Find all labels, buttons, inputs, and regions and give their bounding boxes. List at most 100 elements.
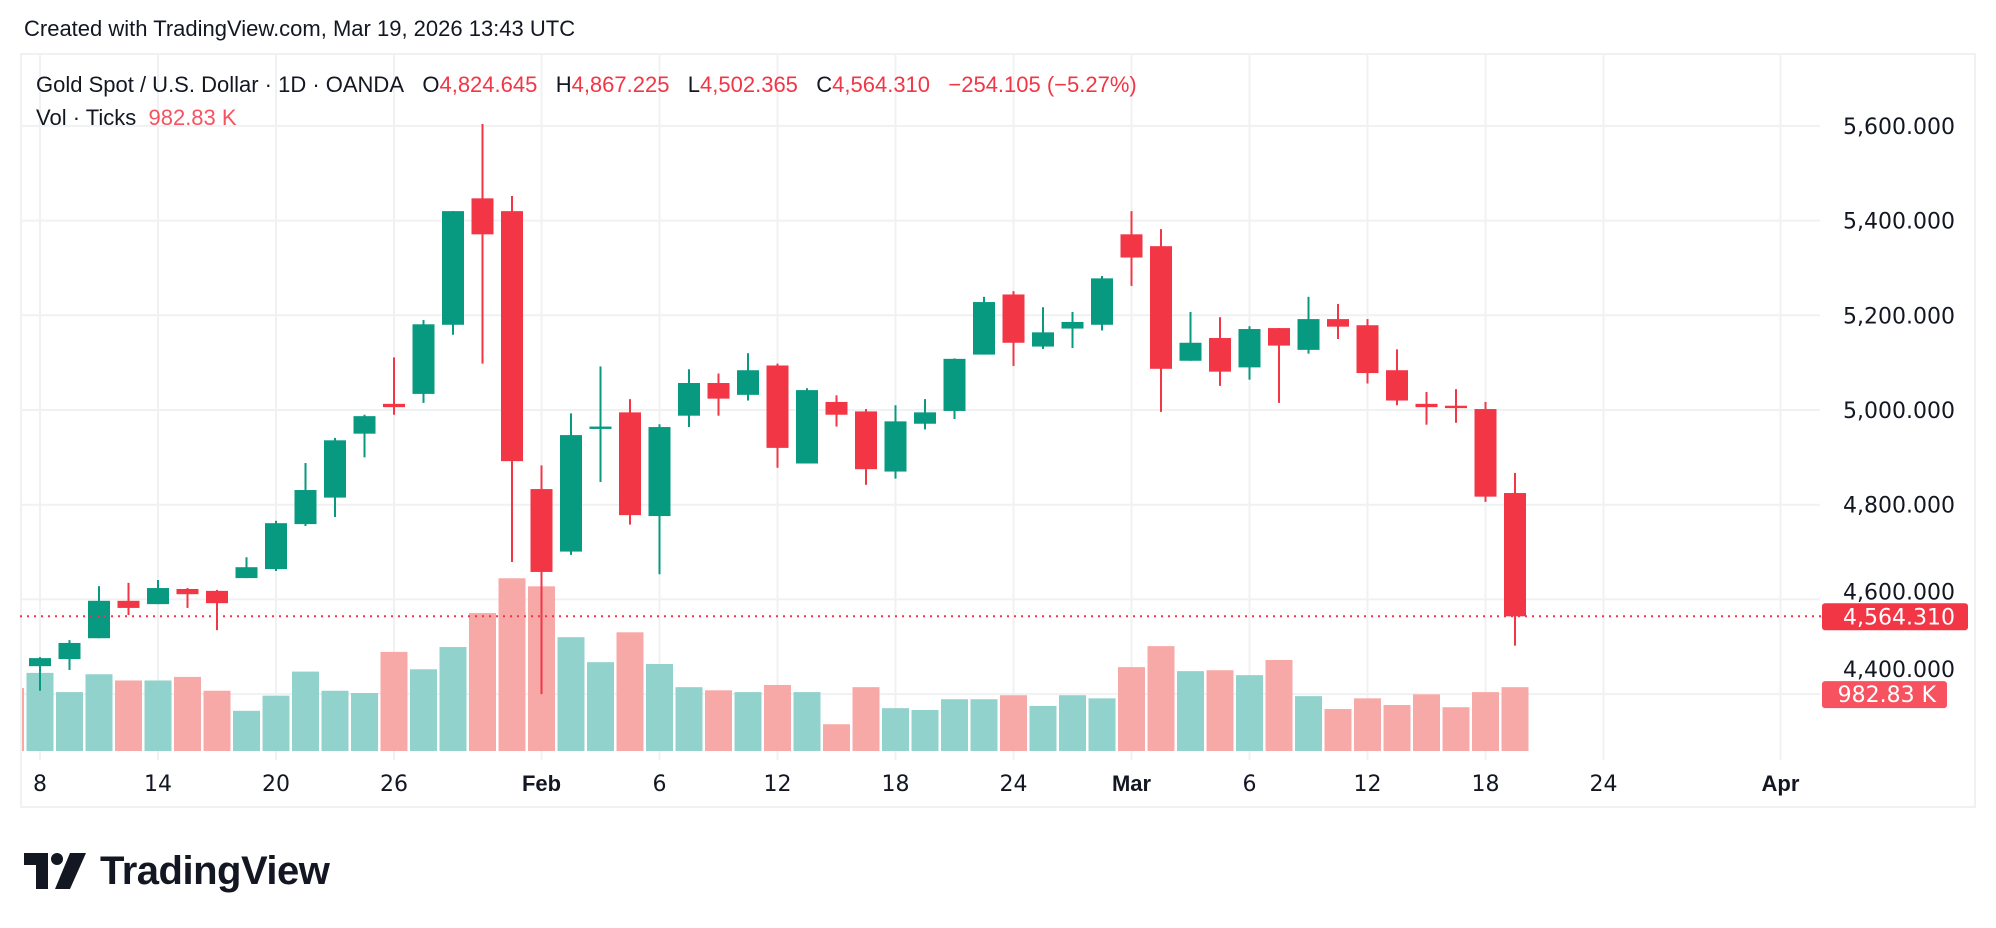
volume-bar	[410, 669, 437, 751]
candle-body	[1474, 409, 1497, 497]
candle-body	[707, 383, 730, 399]
time-tick-label: 12	[1354, 772, 1382, 797]
created-with-caption: Created with TradingView.com, Mar 19, 20…	[24, 16, 576, 41]
last-price-markers: 4,564.310 982.83 K	[20, 603, 1968, 709]
high-label: H	[555, 72, 572, 97]
time-tick-label: 8	[33, 772, 47, 797]
candle-body	[1297, 319, 1320, 350]
candle	[324, 437, 346, 518]
volume-bar	[557, 637, 585, 751]
candle	[530, 465, 553, 695]
volume-bar	[233, 710, 260, 751]
open-value: 4,824.645	[439, 72, 538, 97]
candle	[796, 388, 818, 464]
volume-bar	[1354, 698, 1381, 751]
time-tick-label: Apr	[1762, 771, 1800, 796]
candle-body	[412, 324, 435, 394]
price-tick-label: 5,000.000	[1843, 399, 1955, 424]
candle	[58, 640, 81, 670]
candle	[648, 424, 671, 575]
volume-bar	[764, 684, 791, 751]
volume-bar	[203, 690, 231, 751]
candle-body	[589, 426, 612, 429]
candle	[1002, 291, 1025, 366]
candle	[737, 353, 759, 401]
candle-body	[324, 440, 346, 498]
candle	[1091, 275, 1113, 331]
candle	[1474, 401, 1497, 502]
candle-body	[855, 411, 877, 470]
volume-bar	[1206, 670, 1234, 751]
candle-body	[206, 590, 228, 604]
candle	[678, 369, 700, 428]
last-price-label: 4,564.310	[1843, 605, 1955, 630]
volume-bar	[941, 699, 968, 751]
candle-body	[1179, 342, 1202, 361]
volume-bar	[1147, 646, 1175, 751]
candle-body	[1268, 328, 1290, 346]
volume-bar	[911, 709, 939, 751]
candle-body	[1327, 319, 1349, 327]
volume-bar	[823, 724, 850, 751]
candle	[29, 657, 51, 691]
candle	[560, 413, 582, 555]
candle-body	[1150, 246, 1172, 369]
candle-body	[117, 600, 140, 608]
volume-bar	[292, 671, 319, 751]
candle-body	[501, 211, 523, 462]
low-value: 4,502.365	[700, 72, 798, 97]
last-volume-badge	[1822, 681, 1947, 709]
candle	[1209, 317, 1231, 386]
candle-body	[383, 403, 405, 408]
candle	[117, 582, 140, 616]
candle-body	[442, 211, 464, 325]
candle	[88, 586, 110, 639]
time-tick-label: 20	[262, 772, 290, 797]
candle	[1297, 296, 1320, 354]
candle-body	[294, 490, 317, 525]
time-tick-label: 26	[380, 772, 408, 797]
candle	[1032, 307, 1054, 349]
volume-bar	[1029, 705, 1057, 751]
candle-body	[1120, 234, 1143, 258]
candle-body	[58, 642, 81, 660]
volume-bar	[1442, 707, 1470, 751]
candle	[0, 647, 22, 675]
candle	[442, 211, 464, 335]
candle-body	[1356, 325, 1379, 374]
candle	[707, 373, 730, 416]
volume-bar	[498, 578, 526, 751]
volume-bar	[705, 690, 732, 751]
candle-body	[1091, 278, 1113, 325]
time-tick-label: 24	[1590, 772, 1618, 797]
candle-body	[560, 435, 582, 552]
candle-body	[1061, 321, 1084, 329]
volume-bar	[1000, 695, 1027, 751]
volume-bar	[1413, 694, 1440, 751]
candle	[973, 296, 995, 355]
candle-body	[1209, 338, 1231, 372]
change-value: −254.105 (−5.27%)	[948, 72, 1137, 97]
high-value: 4,867.225	[571, 72, 670, 97]
time-tick-label: 6	[653, 772, 667, 797]
candle	[1356, 319, 1379, 384]
volume-bar	[1501, 687, 1529, 751]
candle	[855, 409, 877, 485]
candle	[1238, 326, 1261, 380]
volume-bar	[1295, 696, 1322, 751]
volume-bar	[115, 680, 142, 751]
grid	[20, 55, 1820, 760]
volume-legend: Vol · Ticks 982.83 K	[36, 105, 237, 131]
tradingview-logo[interactable]: TradingView	[24, 848, 330, 893]
candle-body	[147, 588, 169, 605]
volume-value: 982.83 K	[148, 105, 237, 130]
volume-bar	[1472, 692, 1499, 751]
price-tick-label: 5,400.000	[1843, 210, 1955, 235]
candle	[1268, 328, 1290, 403]
candle	[471, 124, 494, 364]
last-volume-label: 982.83 K	[1838, 683, 1937, 708]
candle	[619, 399, 641, 525]
time-tick-label: 24	[1000, 772, 1028, 797]
tradingview-logo-text: TradingView	[100, 848, 330, 893]
